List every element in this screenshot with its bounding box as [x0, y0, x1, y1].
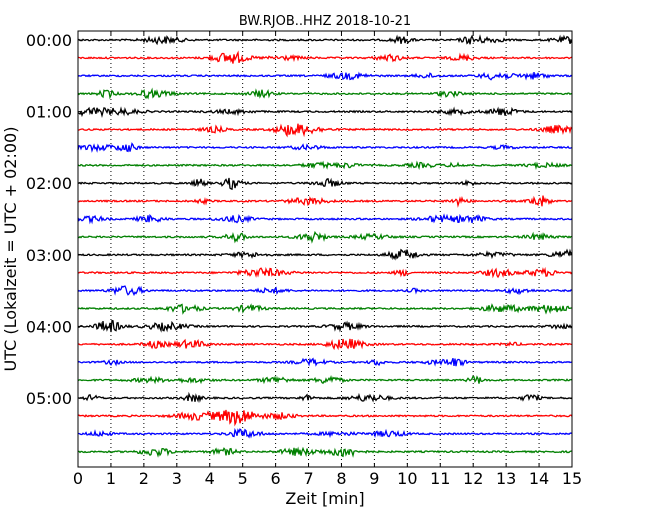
x-tick-label: 2 [139, 469, 149, 488]
y-tick-label: 01:00 [26, 103, 72, 122]
trace-row-19 [77, 375, 573, 385]
grid-lines [110, 31, 540, 467]
trace-row-14 [77, 285, 573, 297]
y-axis-label: UTC (Lokalzeit = UTC + 02:00) [1, 127, 20, 372]
y-tick-label: 04:00 [26, 317, 72, 336]
chart-title: BW.RJOB..HHZ 2018-10-21 [239, 14, 411, 29]
x-tick-label: 6 [271, 469, 281, 488]
x-tick-label: 14 [529, 469, 549, 488]
trace-row-16 [77, 319, 573, 333]
x-tick-label: 9 [369, 469, 379, 488]
trace-row-4 [77, 106, 573, 119]
trace-row-2 [77, 71, 573, 81]
x-tick-label: 7 [303, 469, 313, 488]
trace-row-23 [77, 446, 573, 458]
x-tick-label: 3 [172, 469, 182, 488]
x-tick-label: 15 [562, 469, 582, 488]
trace-row-21 [77, 409, 573, 427]
trace-row-3 [77, 87, 573, 100]
x-tick-label: 13 [496, 469, 516, 488]
x-tick-label: 11 [430, 469, 450, 488]
trace-row-20 [77, 391, 573, 403]
x-tick-label: 0 [73, 469, 83, 488]
trace-row-8 [77, 177, 573, 191]
trace-row-17 [77, 338, 573, 351]
x-axis-label: Zeit [min] [285, 489, 364, 508]
x-tick-label: 12 [463, 469, 483, 488]
trace-row-0 [77, 34, 573, 46]
y-tick-label: 00:00 [26, 31, 72, 50]
trace-row-18 [77, 357, 573, 367]
trace-row-1 [77, 50, 573, 64]
plot-frame [77, 30, 573, 468]
y-tick-label: 02:00 [26, 174, 72, 193]
x-tick-label: 5 [238, 469, 248, 488]
x-tick-label: 8 [336, 469, 346, 488]
x-tick-label: 1 [106, 469, 116, 488]
trace-row-10 [77, 213, 573, 225]
trace-row-11 [77, 230, 573, 244]
trace-row-22 [77, 427, 573, 439]
trace-row-12 [77, 248, 573, 261]
y-tick-label: 03:00 [26, 246, 72, 265]
trace-row-5 [77, 123, 573, 138]
trace-row-15 [77, 303, 573, 315]
trace-row-6 [77, 142, 573, 153]
x-axis-ticks: 0 1 2 3 4 5 6 7 8 9 10 11 12 13 14 15 [73, 31, 582, 488]
y-tick-label: 05:00 [26, 389, 72, 408]
trace-lines [77, 34, 573, 458]
trace-row-7 [77, 160, 573, 171]
y-axis-ticks: 00:00 01:00 02:00 03:00 04:00 05:00 [26, 31, 572, 408]
x-tick-label: 10 [397, 469, 417, 488]
x-tick-label: 4 [205, 469, 215, 488]
trace-row-13 [77, 266, 573, 279]
trace-row-9 [77, 195, 573, 208]
